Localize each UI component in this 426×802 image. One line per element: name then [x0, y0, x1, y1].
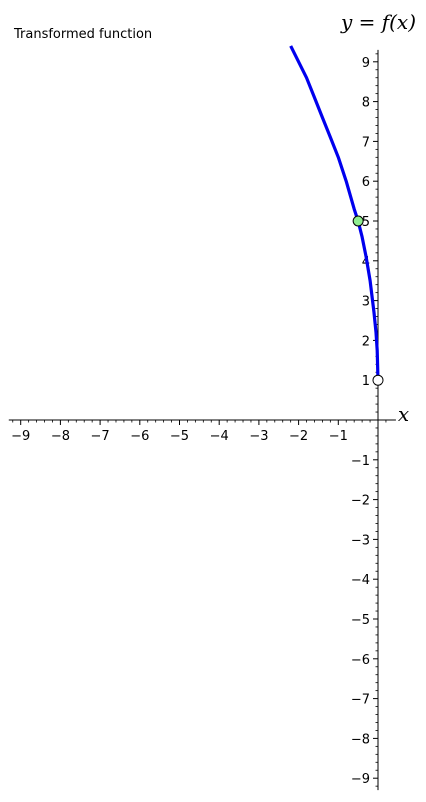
- marked-point: [352, 215, 364, 227]
- series-layer: [289, 45, 380, 381]
- chart-title: Transformed function: [14, 27, 153, 42]
- y-tick-label: −2: [351, 494, 370, 509]
- y-tick-label: 3: [362, 295, 370, 310]
- points-layer: [352, 215, 384, 386]
- y-tick-label: 8: [362, 96, 370, 111]
- x-tick-label: −9: [11, 429, 30, 444]
- y-tick-label: 5: [362, 215, 370, 230]
- y-axis-label: y = f(x): [340, 10, 416, 34]
- y-tick-label: −6: [351, 653, 370, 668]
- x-tick-label: −8: [51, 429, 70, 444]
- y-tick-label: −8: [351, 732, 370, 747]
- x-tick-label: −3: [249, 429, 268, 444]
- x-tick-label: −5: [170, 429, 189, 444]
- y-tick-label: 1: [362, 374, 370, 389]
- function-curve: [289, 45, 380, 381]
- axis-ticks: [12, 53, 387, 787]
- y-tick-label: −5: [351, 613, 370, 628]
- x-tick-label: −7: [91, 429, 110, 444]
- y-tick-label: 6: [362, 175, 370, 190]
- x-axis-label: x: [398, 402, 409, 426]
- y-tick-label: 2: [362, 334, 370, 349]
- y-tick-label: −3: [351, 533, 370, 548]
- x-tick-label: −4: [210, 429, 229, 444]
- y-tick-label: −1: [351, 454, 370, 469]
- tick-labels: −9 −8 −7 −6 −5 −4 −3 −2 −1−9−8−7−6−5−4−3−2−11234…: [11, 56, 370, 787]
- open-endpoint: [372, 374, 384, 386]
- y-tick-label: −9: [351, 772, 370, 787]
- y-tick-label: −7: [351, 693, 370, 708]
- y-tick-label: 7: [362, 135, 370, 150]
- x-tick-label: −1: [329, 429, 348, 444]
- y-tick-label: 9: [362, 56, 370, 71]
- y-tick-label: −4: [351, 573, 370, 588]
- x-tick-label: −2: [289, 429, 308, 444]
- x-tick-label: −6: [130, 429, 149, 444]
